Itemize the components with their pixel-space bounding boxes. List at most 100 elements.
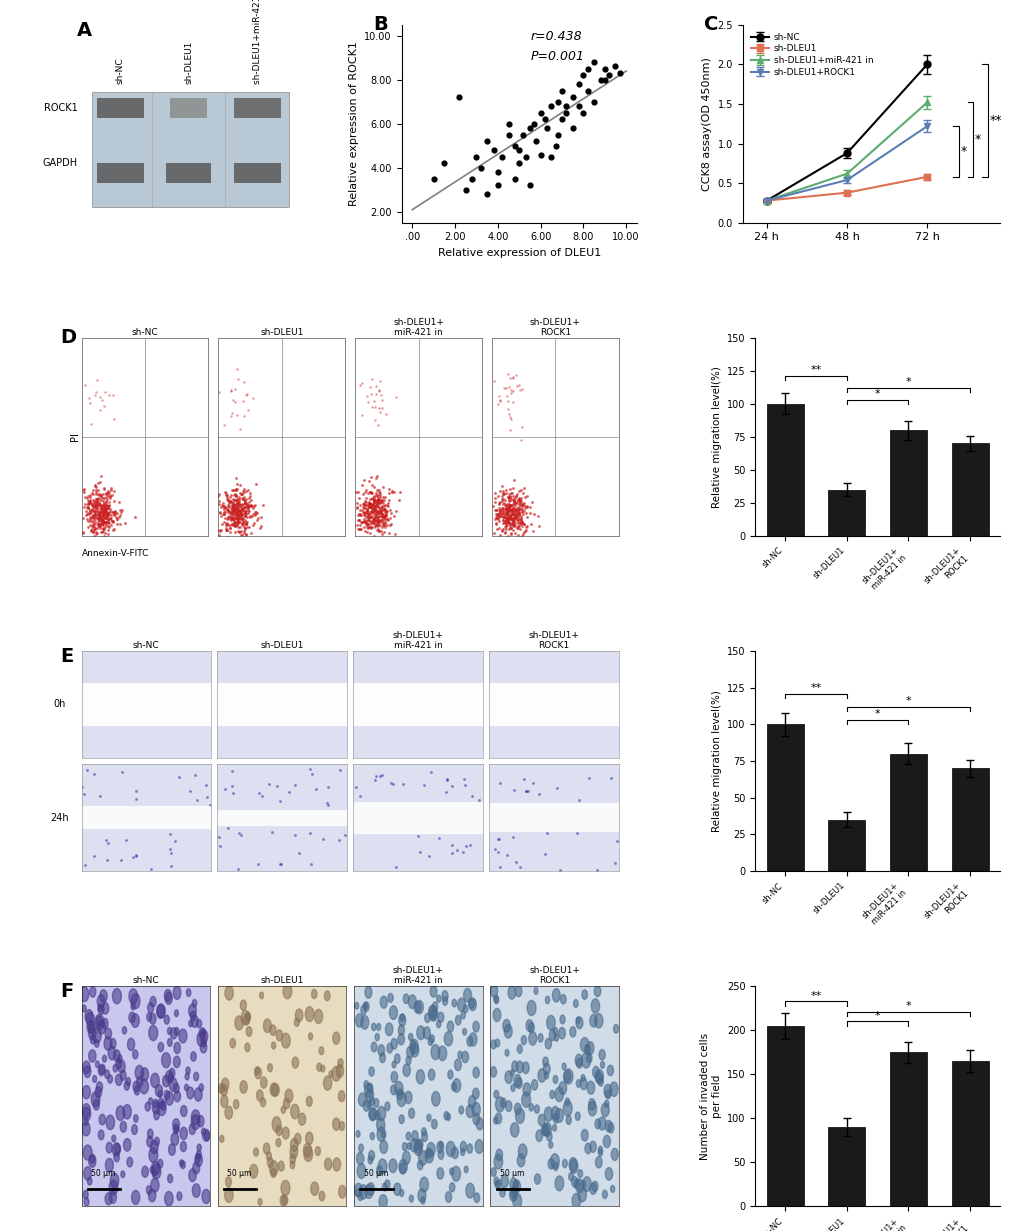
Point bbox=[370, 518, 386, 538]
Text: **: ** bbox=[809, 366, 820, 375]
Circle shape bbox=[89, 1022, 95, 1033]
Circle shape bbox=[493, 1177, 498, 1185]
Point bbox=[502, 505, 519, 524]
Point bbox=[375, 496, 391, 516]
Circle shape bbox=[331, 1066, 340, 1081]
Point bbox=[352, 787, 368, 806]
Point bbox=[481, 483, 497, 502]
Circle shape bbox=[600, 1103, 608, 1117]
Point bbox=[513, 480, 529, 500]
Point bbox=[369, 486, 385, 506]
Point bbox=[229, 501, 246, 521]
Circle shape bbox=[475, 1140, 483, 1153]
Circle shape bbox=[462, 1051, 468, 1062]
Point bbox=[490, 510, 506, 529]
Point bbox=[230, 496, 247, 516]
Point bbox=[504, 511, 521, 531]
Circle shape bbox=[160, 1101, 166, 1110]
Circle shape bbox=[84, 1066, 91, 1077]
Circle shape bbox=[260, 1098, 265, 1107]
Point bbox=[511, 502, 527, 522]
Point bbox=[378, 510, 394, 529]
Point bbox=[226, 499, 243, 518]
Point bbox=[109, 510, 125, 529]
Point bbox=[98, 527, 114, 547]
Point bbox=[387, 388, 404, 407]
Circle shape bbox=[431, 1092, 439, 1107]
Point bbox=[238, 494, 255, 513]
Point bbox=[97, 512, 113, 532]
Point bbox=[368, 767, 384, 787]
Point bbox=[359, 518, 375, 538]
Point bbox=[356, 505, 372, 524]
Point bbox=[377, 501, 393, 521]
Circle shape bbox=[369, 1067, 374, 1076]
Point bbox=[499, 526, 516, 545]
Point bbox=[235, 487, 252, 507]
Circle shape bbox=[239, 1081, 247, 1093]
Point bbox=[373, 507, 389, 527]
Circle shape bbox=[263, 1019, 271, 1033]
Point bbox=[500, 499, 517, 518]
Point bbox=[235, 513, 252, 533]
Circle shape bbox=[421, 1128, 426, 1136]
Bar bbox=[217, 810, 346, 826]
Point bbox=[501, 506, 518, 526]
Point bbox=[233, 521, 250, 540]
Circle shape bbox=[281, 1181, 289, 1195]
Point bbox=[366, 515, 382, 534]
Circle shape bbox=[379, 1140, 387, 1153]
Point bbox=[87, 492, 103, 512]
Circle shape bbox=[339, 1121, 344, 1130]
Point bbox=[86, 510, 102, 529]
Circle shape bbox=[388, 1158, 396, 1173]
Point bbox=[228, 506, 245, 526]
Point bbox=[104, 485, 120, 505]
Point bbox=[211, 491, 227, 511]
Point bbox=[230, 490, 247, 510]
Point bbox=[93, 487, 109, 507]
Point bbox=[367, 501, 383, 521]
Point bbox=[369, 501, 385, 521]
Circle shape bbox=[173, 1083, 179, 1093]
Point bbox=[514, 494, 530, 513]
Y-axis label: CCK8 assay(OD 450nm): CCK8 assay(OD 450nm) bbox=[701, 57, 711, 191]
Point bbox=[215, 505, 231, 524]
Point bbox=[511, 510, 527, 529]
Circle shape bbox=[425, 1149, 433, 1163]
Point bbox=[226, 494, 243, 513]
Circle shape bbox=[544, 1107, 552, 1121]
Point bbox=[499, 501, 516, 521]
Point bbox=[99, 513, 115, 533]
Circle shape bbox=[459, 1105, 464, 1114]
Point bbox=[81, 505, 97, 524]
Circle shape bbox=[357, 1152, 364, 1165]
Point bbox=[431, 828, 447, 848]
Point bbox=[500, 489, 517, 508]
Circle shape bbox=[542, 1123, 550, 1136]
Point bbox=[497, 500, 514, 519]
Point bbox=[369, 531, 385, 550]
Point bbox=[356, 494, 372, 513]
Point bbox=[237, 515, 254, 534]
Point bbox=[100, 505, 116, 524]
Circle shape bbox=[106, 1142, 112, 1153]
Point bbox=[495, 502, 512, 522]
Point bbox=[498, 502, 515, 522]
Point bbox=[508, 485, 525, 505]
Circle shape bbox=[594, 1013, 602, 1028]
Circle shape bbox=[257, 1089, 263, 1102]
Circle shape bbox=[549, 1029, 555, 1040]
Circle shape bbox=[291, 1057, 299, 1069]
Circle shape bbox=[176, 1192, 181, 1200]
Point bbox=[287, 826, 304, 846]
Point bbox=[246, 513, 262, 533]
Point bbox=[97, 512, 113, 532]
Circle shape bbox=[203, 1129, 210, 1141]
Point bbox=[499, 503, 516, 523]
Point bbox=[387, 857, 404, 876]
Bar bbox=[951, 1061, 987, 1206]
Point bbox=[361, 494, 377, 513]
Circle shape bbox=[218, 1083, 224, 1093]
Circle shape bbox=[468, 998, 474, 1008]
